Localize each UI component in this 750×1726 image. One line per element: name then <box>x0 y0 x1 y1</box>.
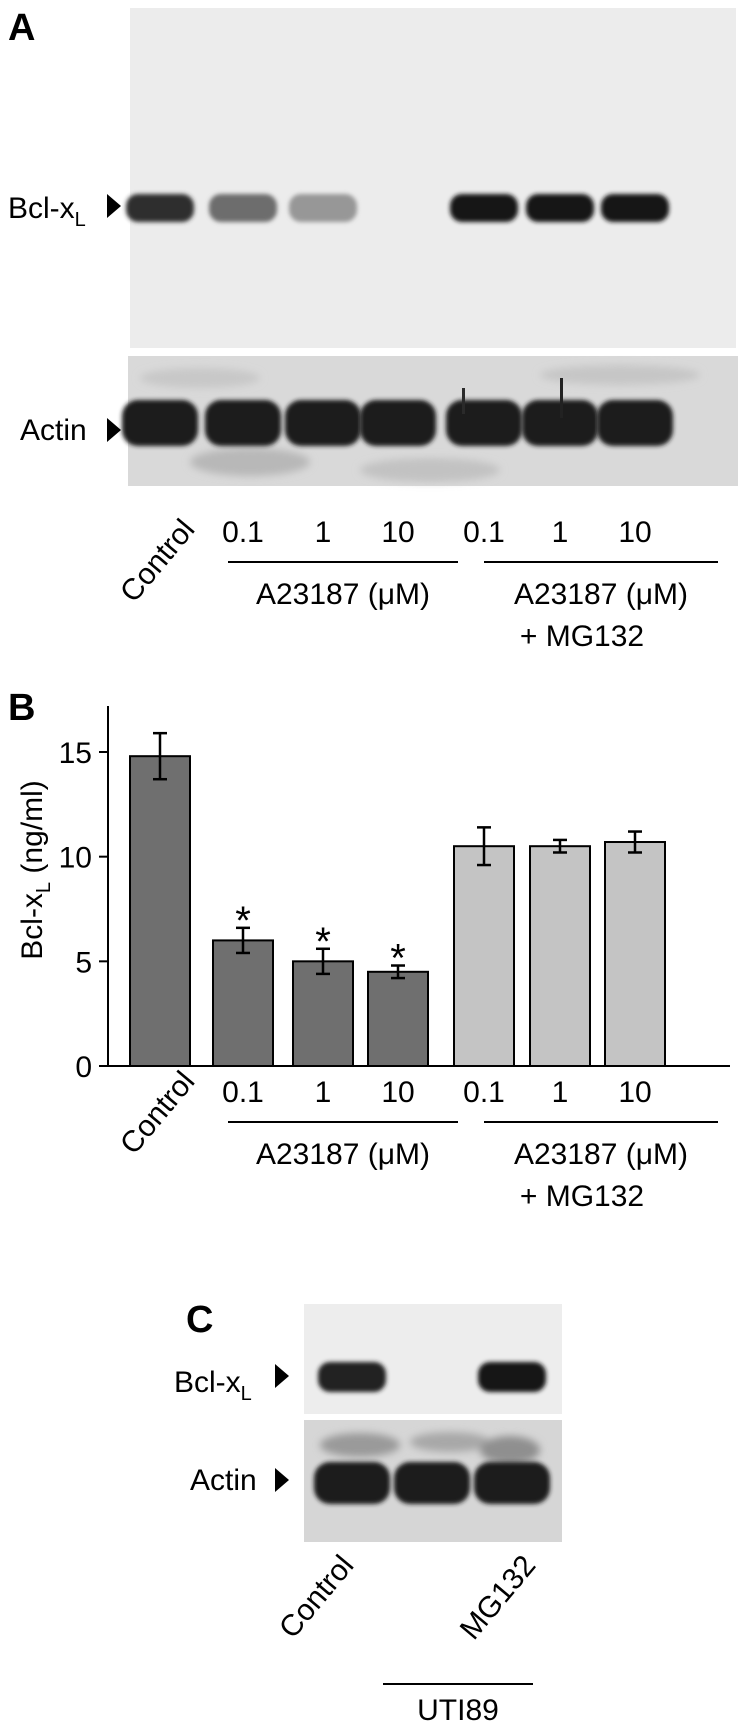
panel-c-lane-label-control: Control <box>273 1549 360 1644</box>
dose-label: 10 <box>381 1076 414 1109</box>
panel-c-bcl-arrow-icon <box>275 1364 289 1388</box>
blot-band <box>446 400 522 446</box>
blot-band <box>601 194 669 222</box>
bar <box>292 960 354 1067</box>
panel-b-letter: B <box>8 687 35 729</box>
panel-c: C Bcl-xL Actin Control MG132 UTI89 <box>174 1299 562 1726</box>
panel-b-group2-label-line2: + MG132 <box>520 1180 644 1213</box>
blot-band <box>122 400 198 446</box>
panel-b: B Bcl-xL (ng/ml) 0 5 10 15 * * * Control 0.1 1… <box>8 687 730 1213</box>
dose-label: 0.1 <box>222 516 264 549</box>
dose-label: 1 <box>315 1076 332 1109</box>
panel-a-bcl-label: Bcl-xL <box>8 192 86 231</box>
blot-band <box>314 1462 390 1504</box>
blot-band <box>318 1362 386 1392</box>
panel-c-letter: C <box>186 1299 213 1341</box>
dose-label: 0.1 <box>222 1076 264 1109</box>
bar <box>212 939 274 1068</box>
panel-a-control-label: Control <box>114 513 201 608</box>
dose-label: 0.1 <box>463 1076 505 1109</box>
blot-band <box>126 194 194 222</box>
blot-band <box>394 1462 470 1504</box>
bar <box>529 845 591 1068</box>
blot-band <box>597 400 673 446</box>
y-tick-label: 10 <box>59 842 92 875</box>
dose-label: 0.1 <box>463 516 505 549</box>
blot-band <box>209 194 277 222</box>
dose-label: 10 <box>618 1076 651 1109</box>
significance-marker: * <box>390 937 406 981</box>
panel-a-letter: A <box>8 7 35 49</box>
dose-label: 10 <box>618 516 651 549</box>
blot-band <box>289 194 357 222</box>
panel-a-actin-label: Actin <box>20 414 87 447</box>
dose-label: 1 <box>552 1076 569 1109</box>
panel-a-group2-label: A23187 (μM) <box>514 578 688 611</box>
blot-band <box>285 400 361 446</box>
panel-a-actin-streak <box>462 388 465 414</box>
blot-band <box>526 194 594 222</box>
bar <box>367 970 429 1067</box>
y-tick-label: 5 <box>75 946 92 979</box>
blot-band <box>478 1362 546 1392</box>
panel-a-group2-label-line2: + MG132 <box>520 620 644 653</box>
bar <box>453 845 515 1068</box>
y-tick-label: 15 <box>59 737 92 770</box>
panel-c-actin-bands <box>314 1462 550 1504</box>
bar <box>129 755 191 1067</box>
panel-b-group2-label: A23187 (μM) <box>514 1138 688 1171</box>
blot-band <box>360 400 436 446</box>
panel-c-group-label: UTI89 <box>417 1694 499 1726</box>
panel-c-actin-label: Actin <box>190 1464 257 1497</box>
panel-a: A Bcl-xL Actin Control 0.1 1 10 0.1 1 10 A231… <box>8 7 738 653</box>
blot-band <box>205 400 281 446</box>
panel-c-actin-smudges <box>320 1432 540 1464</box>
blot-band <box>450 194 518 222</box>
panel-b-ylabel: Bcl-xL (ng/ml) <box>16 780 55 959</box>
panel-a-actin-bands <box>122 400 673 446</box>
blot-band <box>522 400 598 446</box>
panel-b-bars: * * * <box>129 731 666 1068</box>
panel-b-control-label: Control <box>114 1065 201 1160</box>
panel-b-group1-label: A23187 (μM) <box>256 1138 430 1171</box>
panel-a-actin-smudges <box>140 365 700 482</box>
panel-a-bcl-bands <box>126 194 669 222</box>
panel-b-dose-labels: 0.1 1 10 0.1 1 10 <box>222 1076 652 1109</box>
panel-c-bcl-blot <box>304 1304 562 1414</box>
panel-a-bcl-blot <box>130 8 736 348</box>
panel-a-actin-streak <box>560 378 563 418</box>
panel-a-group1-label: A23187 (μM) <box>256 578 430 611</box>
panel-c-actin-arrow-icon <box>275 1468 289 1492</box>
panel-c-lane-label-mg132: MG132 <box>454 1549 543 1646</box>
blot-band <box>474 1462 550 1504</box>
significance-marker: * <box>315 920 331 964</box>
bar <box>604 841 666 1067</box>
panel-a-bcl-arrow-icon <box>107 194 121 218</box>
dose-label: 1 <box>552 516 569 549</box>
y-tick-label: 0 <box>75 1051 92 1084</box>
significance-marker: * <box>235 899 251 943</box>
dose-label: 10 <box>381 516 414 549</box>
panel-a-actin-arrow-icon <box>107 418 121 442</box>
panel-a-dose-labels: 0.1 1 10 0.1 1 10 <box>222 516 652 549</box>
dose-label: 1 <box>315 516 332 549</box>
panel-c-bcl-bands <box>318 1362 546 1392</box>
panel-c-bcl-label: Bcl-xL <box>174 1366 252 1405</box>
